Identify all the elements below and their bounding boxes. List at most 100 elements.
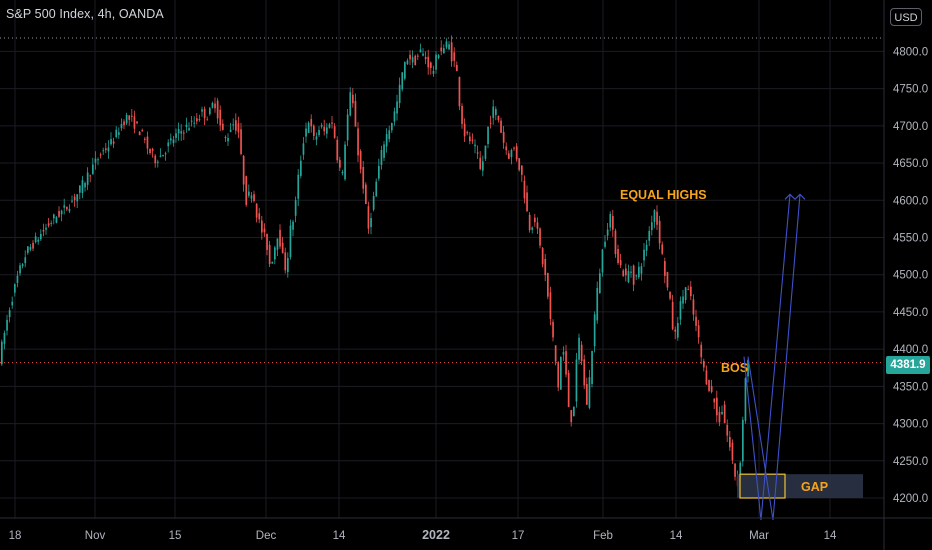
candle[interactable] (726, 419, 729, 443)
candle[interactable] (141, 128, 144, 132)
candle[interactable] (40, 229, 42, 241)
candle[interactable] (266, 233, 268, 256)
candle[interactable] (323, 119, 326, 136)
candle[interactable] (354, 93, 357, 127)
candle[interactable] (430, 61, 432, 75)
candle[interactable] (279, 224, 281, 249)
candle[interactable] (453, 47, 456, 68)
candle[interactable] (411, 50, 414, 69)
candle[interactable] (578, 333, 580, 365)
candle[interactable] (185, 117, 188, 133)
candle[interactable] (372, 191, 375, 212)
candle[interactable] (209, 106, 211, 116)
candle[interactable] (183, 129, 185, 141)
candle[interactable] (703, 358, 705, 372)
candle[interactable] (216, 98, 219, 124)
candle[interactable] (320, 122, 323, 129)
candle[interactable] (742, 416, 744, 467)
candle[interactable] (632, 264, 635, 292)
candle[interactable] (297, 169, 300, 207)
candle[interactable] (622, 268, 625, 277)
candle[interactable] (310, 114, 313, 133)
candle[interactable] (359, 149, 362, 174)
candle[interactable] (518, 158, 521, 172)
candle[interactable] (539, 227, 541, 249)
candle[interactable] (630, 265, 632, 278)
candle[interactable] (214, 97, 216, 113)
candle[interactable] (274, 245, 276, 265)
candle[interactable] (497, 115, 500, 123)
candle[interactable] (55, 215, 58, 224)
candle[interactable] (261, 215, 263, 240)
candle[interactable] (575, 352, 578, 408)
candle[interactable] (120, 118, 123, 131)
candle[interactable] (219, 105, 222, 132)
candle[interactable] (718, 406, 721, 427)
candle[interactable] (385, 128, 388, 153)
candle[interactable] (167, 139, 170, 153)
candle[interactable] (469, 132, 471, 145)
candle[interactable] (258, 207, 261, 224)
candle[interactable] (528, 212, 531, 233)
candle[interactable] (131, 108, 133, 122)
candle[interactable] (476, 145, 479, 159)
candle[interactable] (68, 204, 71, 214)
candle[interactable] (656, 205, 658, 230)
candle[interactable] (651, 215, 653, 236)
candle[interactable] (240, 122, 242, 156)
candle[interactable] (601, 248, 604, 277)
candle[interactable] (1, 339, 3, 366)
candle[interactable] (86, 167, 89, 191)
candle[interactable] (245, 175, 248, 207)
candle[interactable] (684, 286, 687, 304)
candle[interactable] (177, 122, 180, 141)
candle[interactable] (201, 106, 203, 117)
candle[interactable] (206, 116, 209, 121)
candle[interactable] (313, 124, 315, 141)
candle[interactable] (37, 237, 40, 245)
candle[interactable] (315, 132, 318, 146)
candle[interactable] (669, 291, 671, 301)
candle[interactable] (567, 370, 570, 408)
candle[interactable] (250, 191, 253, 203)
candle[interactable] (388, 125, 391, 143)
candle[interactable] (638, 261, 640, 280)
candle[interactable] (14, 283, 16, 297)
candle[interactable] (333, 123, 336, 139)
candle[interactable] (658, 215, 661, 250)
candle[interactable] (112, 137, 115, 148)
candle[interactable] (375, 178, 378, 197)
candle[interactable] (271, 261, 274, 264)
candle[interactable] (276, 238, 279, 256)
candle[interactable] (731, 439, 734, 464)
candle[interactable] (427, 49, 430, 75)
candle[interactable] (367, 201, 370, 234)
candle[interactable] (193, 116, 196, 128)
candle[interactable] (94, 151, 97, 170)
candle[interactable] (190, 115, 193, 127)
candle[interactable] (318, 126, 320, 137)
candle[interactable] (180, 124, 183, 141)
candle[interactable] (609, 211, 612, 232)
candle[interactable] (128, 114, 131, 126)
candle[interactable] (151, 147, 154, 158)
candle[interactable] (58, 206, 60, 218)
candle[interactable] (107, 140, 110, 159)
candle[interactable] (612, 209, 614, 237)
candle[interactable] (435, 51, 437, 74)
candle[interactable] (463, 118, 466, 143)
candle[interactable] (687, 285, 690, 291)
candle[interactable] (747, 359, 749, 383)
currency-selector[interactable]: USD (890, 8, 922, 26)
candle[interactable] (461, 103, 463, 129)
candle[interactable] (227, 133, 229, 147)
candle[interactable] (414, 54, 417, 66)
candle[interactable] (487, 126, 489, 149)
candle[interactable] (583, 354, 586, 390)
candle[interactable] (492, 99, 495, 125)
candle[interactable] (92, 157, 94, 175)
candle[interactable] (661, 241, 664, 256)
candle[interactable] (157, 159, 159, 168)
candle[interactable] (653, 209, 656, 229)
